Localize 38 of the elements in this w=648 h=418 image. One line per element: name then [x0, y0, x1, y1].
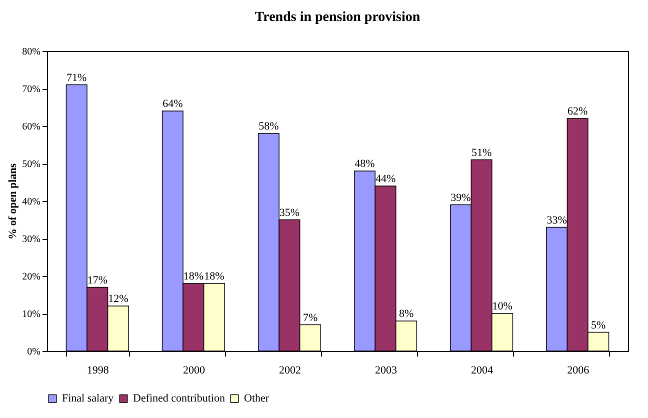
- data-label: 17%: [87, 274, 108, 286]
- data-label: 51%: [471, 146, 492, 159]
- data-label: 7%: [302, 312, 318, 324]
- data-label: 18%: [204, 270, 224, 282]
- data-label: 18%: [183, 270, 204, 282]
- y-tick-label: 0%: [27, 346, 40, 358]
- y-tick-label: 70%: [22, 84, 40, 95]
- data-label: 58%: [258, 120, 279, 132]
- x-tick-label: 1998: [86, 364, 110, 376]
- legend-label: Final salary: [62, 392, 114, 405]
- y-tick-label: 40%: [22, 196, 40, 208]
- data-label: 35%: [279, 206, 300, 219]
- y-tick-label: 80%: [22, 46, 40, 58]
- data-label: 33%: [546, 214, 567, 226]
- y-axis-title: % of open plans: [7, 162, 20, 240]
- chart-title: Trends in pension provision: [254, 10, 420, 25]
- x-tick-label: 2004: [471, 364, 494, 376]
- y-tick-label: 50%: [22, 159, 40, 170]
- data-label: 64%: [162, 98, 183, 110]
- data-label: 44%: [375, 173, 396, 185]
- data-label: 48%: [354, 158, 375, 170]
- data-label: 71%: [66, 72, 87, 84]
- data-label: 39%: [450, 192, 471, 204]
- x-tick-label: 2006: [567, 364, 590, 376]
- data-label: 10%: [492, 300, 512, 312]
- data-label: 12%: [108, 293, 128, 305]
- data-label: 5%: [591, 319, 606, 332]
- legend-label: Defined contribution: [133, 392, 226, 405]
- x-tick-label: 2000: [182, 364, 206, 376]
- x-tick-label: 2002: [278, 364, 301, 376]
- y-tick-label: 10%: [22, 309, 40, 320]
- y-tick-label: 30%: [22, 234, 40, 245]
- x-tick-label: 2003: [375, 364, 398, 376]
- y-tick-label: 20%: [22, 272, 40, 282]
- data-label: 8%: [398, 308, 414, 320]
- data-label: 62%: [567, 106, 588, 118]
- legend-label: Other: [244, 392, 270, 405]
- y-tick-label: 60%: [22, 122, 40, 132]
